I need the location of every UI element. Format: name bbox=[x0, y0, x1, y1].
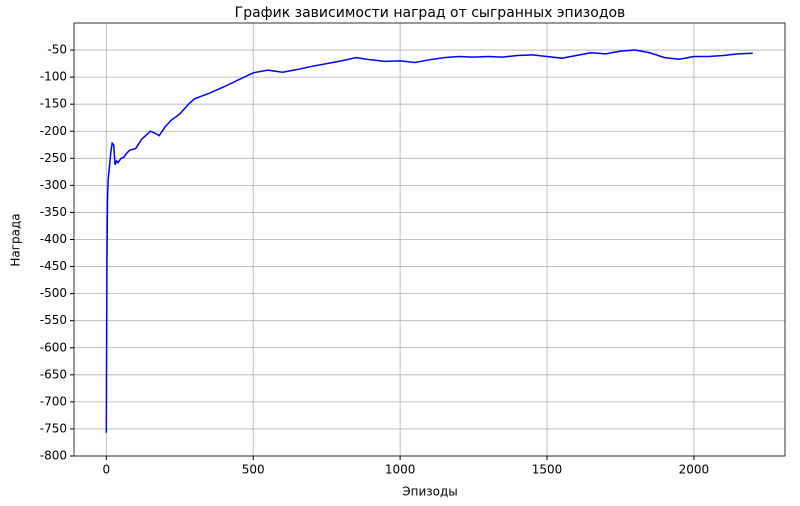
x-tick-label: 1000 bbox=[385, 463, 416, 477]
y-tick-label: -400 bbox=[40, 232, 67, 246]
data-line bbox=[105, 49, 753, 433]
y-tick-label: -550 bbox=[40, 313, 67, 327]
y-tick-label: -200 bbox=[40, 124, 67, 138]
y-tick-label: -100 bbox=[40, 70, 67, 84]
y-axis-label: Награда bbox=[9, 213, 23, 266]
y-tick-label: -150 bbox=[40, 97, 67, 111]
y-tick-label: -450 bbox=[40, 259, 67, 273]
x-axis-label: Эпизоды bbox=[402, 485, 458, 499]
plot-frame bbox=[73, 22, 786, 457]
x-tick-label: 1500 bbox=[532, 463, 563, 477]
y-tick-label: -350 bbox=[40, 205, 67, 219]
y-tick-label: -250 bbox=[40, 151, 67, 165]
x-tick-label: 500 bbox=[242, 463, 265, 477]
x-tick-label: 2000 bbox=[679, 463, 710, 477]
chart-title: График зависимости наград от сыгранных э… bbox=[235, 5, 626, 21]
y-tick-label: -750 bbox=[40, 421, 67, 435]
y-tick-label: -800 bbox=[40, 449, 67, 463]
y-tick-label: -600 bbox=[40, 340, 67, 354]
x-tick-label: 0 bbox=[102, 463, 110, 477]
y-tick-label: -300 bbox=[40, 178, 67, 192]
y-tick-label: -650 bbox=[40, 367, 67, 381]
y-tick-label: -700 bbox=[40, 394, 67, 408]
y-tick-label: -500 bbox=[40, 286, 67, 300]
y-tick-label: -50 bbox=[47, 43, 67, 57]
